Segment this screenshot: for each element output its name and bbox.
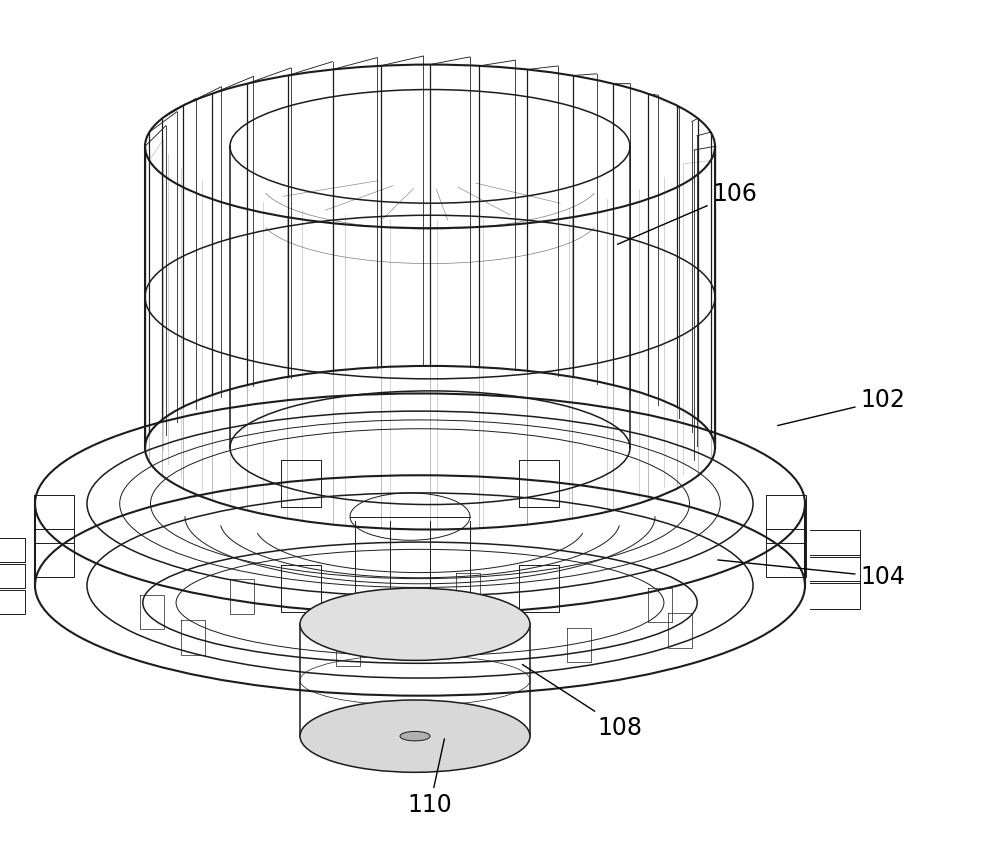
Text: 102: 102 (778, 388, 905, 425)
Ellipse shape (300, 700, 530, 772)
Text: 108: 108 (522, 665, 642, 740)
Text: 106: 106 (618, 182, 757, 245)
Ellipse shape (400, 732, 430, 740)
Text: 110: 110 (408, 739, 452, 817)
Ellipse shape (300, 588, 530, 660)
Text: 104: 104 (718, 560, 905, 589)
